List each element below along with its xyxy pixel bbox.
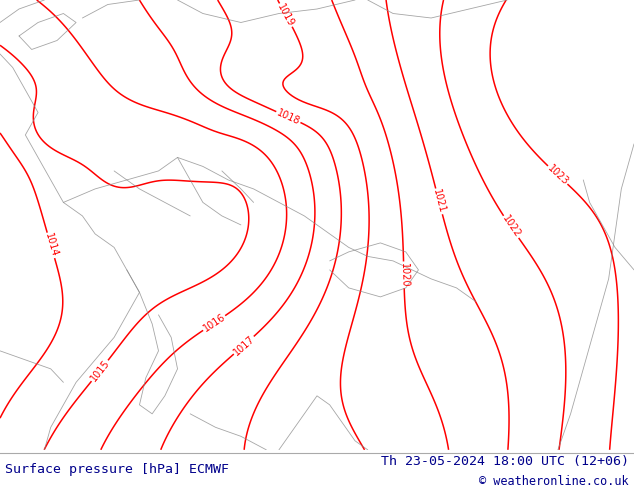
Text: 1020: 1020 (399, 262, 409, 287)
Text: Surface pressure [hPa] ECMWF: Surface pressure [hPa] ECMWF (5, 464, 229, 476)
Text: Th 23-05-2024 18:00 UTC (12+06): Th 23-05-2024 18:00 UTC (12+06) (381, 455, 629, 467)
Text: 1015: 1015 (88, 358, 112, 384)
Text: 1018: 1018 (275, 107, 302, 126)
Text: 1023: 1023 (545, 163, 570, 187)
Text: © weatheronline.co.uk: © weatheronline.co.uk (479, 475, 629, 489)
Text: 1016: 1016 (201, 312, 227, 334)
Text: 1022: 1022 (500, 214, 522, 240)
Text: 1017: 1017 (231, 333, 256, 357)
Text: 1021: 1021 (431, 188, 447, 215)
Text: 1014: 1014 (42, 232, 59, 259)
Text: 1019: 1019 (276, 2, 296, 28)
